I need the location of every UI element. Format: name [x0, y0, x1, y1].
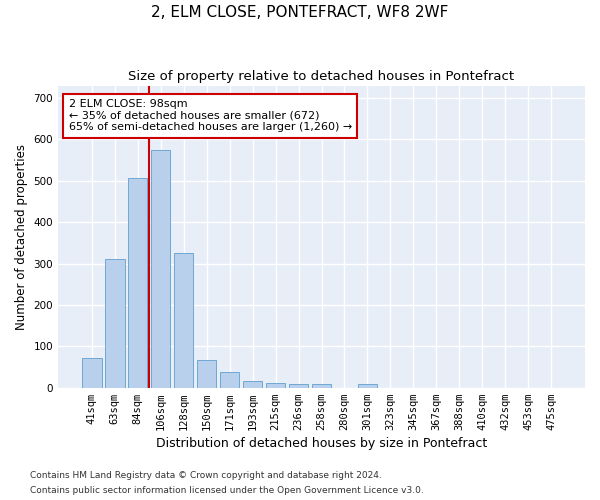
- Bar: [266, 383, 286, 388]
- Bar: [312, 384, 331, 388]
- Y-axis label: Number of detached properties: Number of detached properties: [15, 144, 28, 330]
- Bar: [151, 150, 170, 388]
- Text: 2, ELM CLOSE, PONTEFRACT, WF8 2WF: 2, ELM CLOSE, PONTEFRACT, WF8 2WF: [151, 5, 449, 20]
- Bar: [358, 384, 377, 388]
- Text: Contains public sector information licensed under the Open Government Licence v3: Contains public sector information licen…: [30, 486, 424, 495]
- Bar: [289, 384, 308, 388]
- Bar: [220, 372, 239, 388]
- Text: 2 ELM CLOSE: 98sqm
← 35% of detached houses are smaller (672)
65% of semi-detach: 2 ELM CLOSE: 98sqm ← 35% of detached hou…: [68, 99, 352, 132]
- Text: Contains HM Land Registry data © Crown copyright and database right 2024.: Contains HM Land Registry data © Crown c…: [30, 471, 382, 480]
- Title: Size of property relative to detached houses in Pontefract: Size of property relative to detached ho…: [128, 70, 515, 83]
- Bar: [243, 382, 262, 388]
- X-axis label: Distribution of detached houses by size in Pontefract: Distribution of detached houses by size …: [156, 437, 487, 450]
- Bar: [82, 358, 101, 388]
- Bar: [128, 178, 148, 388]
- Bar: [197, 360, 217, 388]
- Bar: [105, 258, 125, 388]
- Bar: [174, 253, 193, 388]
